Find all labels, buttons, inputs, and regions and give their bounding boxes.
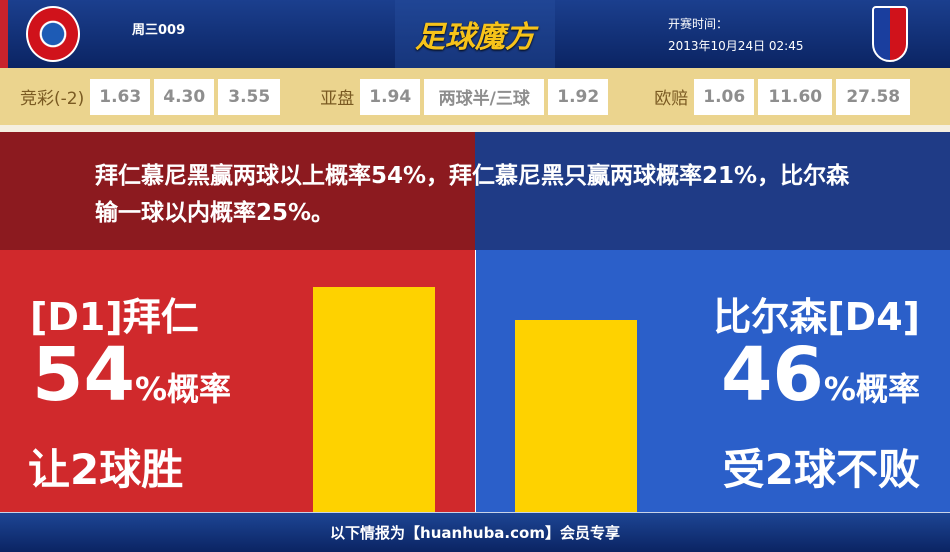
summary-bg-home	[0, 132, 475, 250]
divider	[0, 125, 950, 132]
home-result: 让2球胜	[28, 445, 184, 494]
viktoria-logo	[872, 6, 908, 62]
odds-cell: 27.58	[836, 78, 911, 115]
odds-cell: 1.92	[548, 78, 609, 115]
away-panel: 比尔森[D4] 46%概率 受2球不败	[476, 250, 950, 512]
home-pct-value: 54	[32, 332, 135, 418]
odds-cell: 11.60	[758, 78, 833, 115]
home-pct: 54%概率	[32, 332, 231, 418]
summary-bg-away	[475, 132, 950, 250]
bayern-logo	[26, 6, 80, 62]
prediction-summary: 拜仁慕尼黑赢两球以上概率54%，拜仁慕尼黑只赢两球概率21%，比尔森输一球以内概…	[95, 163, 850, 226]
home-team: [D1]拜仁	[30, 295, 199, 339]
odds-cell: 3.55	[218, 78, 281, 115]
oupei-label: 欧赔	[654, 89, 689, 109]
red-strip	[0, 0, 8, 68]
home-panel: [D1]拜仁 54%概率 让2球胜	[0, 250, 475, 512]
odds-cell: 1.94	[360, 78, 421, 115]
away-pct: 46%概率	[721, 332, 920, 418]
kickoff-time: 2013年10月24日 02:45	[668, 39, 804, 53]
odds-cell: 两球半/三球	[424, 78, 545, 115]
odds-cell: 1.63	[90, 78, 151, 115]
odds-cell: 1.06	[694, 78, 755, 115]
away-pct-value: 46	[720, 332, 824, 418]
home-probability-bar	[313, 287, 435, 512]
jingcai-label: 竞彩(-2)	[20, 89, 85, 109]
match-id: 周三009	[132, 23, 186, 38]
away-probability-bar	[515, 320, 637, 512]
away-result: 受2球不败	[722, 445, 920, 494]
kickoff-label: 开赛时间：	[668, 17, 729, 31]
home-pct-suffix: %概率	[134, 370, 232, 408]
members-only-footer: 以下情报为【huanhuba.com】会员专享	[0, 512, 950, 552]
yapan-label: 亚盘	[320, 89, 355, 109]
odds-cell: 4.30	[154, 78, 215, 115]
brand-logo: 足球魔方	[395, 0, 555, 68]
header: 周三009 足球魔方 开赛时间： 2013年10月24日 02:45	[0, 0, 950, 68]
away-pct-suffix: %概率	[823, 370, 920, 408]
away-team: 比尔森[D4]	[713, 295, 920, 339]
odds-bar: 竞彩(-2) 1.63 4.30 3.55 亚盘 1.94 两球半/三球 1.9…	[0, 68, 950, 125]
